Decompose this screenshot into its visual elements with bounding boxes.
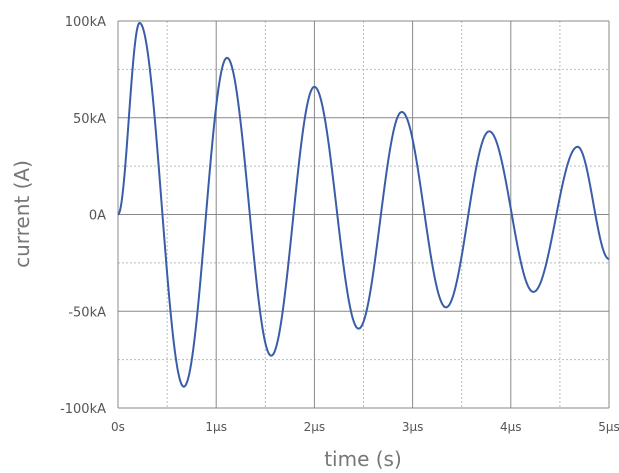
y-tick-label: -50kA <box>68 305 106 320</box>
series-line <box>117 21 610 388</box>
series-layer <box>117 21 610 388</box>
x-axis-title: time (s) <box>324 447 402 471</box>
x-tick-label: 3µs <box>402 420 424 434</box>
y-tick-label: 0A <box>89 209 106 224</box>
y-tick-label: -100kA <box>60 402 106 417</box>
x-tick-label: 2µs <box>304 420 326 434</box>
y-axis-title: current (A) <box>10 160 34 268</box>
x-tick-labels: 0s 1µs 2µs 3µs 4µs 5µs <box>111 420 619 434</box>
y-tick-label: 100kA <box>65 15 106 30</box>
x-tick-label: 5µs <box>598 420 619 434</box>
major-grid <box>117 20 610 409</box>
x-tick-label: 0s <box>111 420 125 434</box>
x-tick-label: 4µs <box>500 420 522 434</box>
x-tick-label: 1µs <box>205 420 227 434</box>
y-tick-label: 50kA <box>73 112 106 127</box>
y-tick-labels: 100kA 50kA 0A -50kA -100kA <box>60 15 106 417</box>
